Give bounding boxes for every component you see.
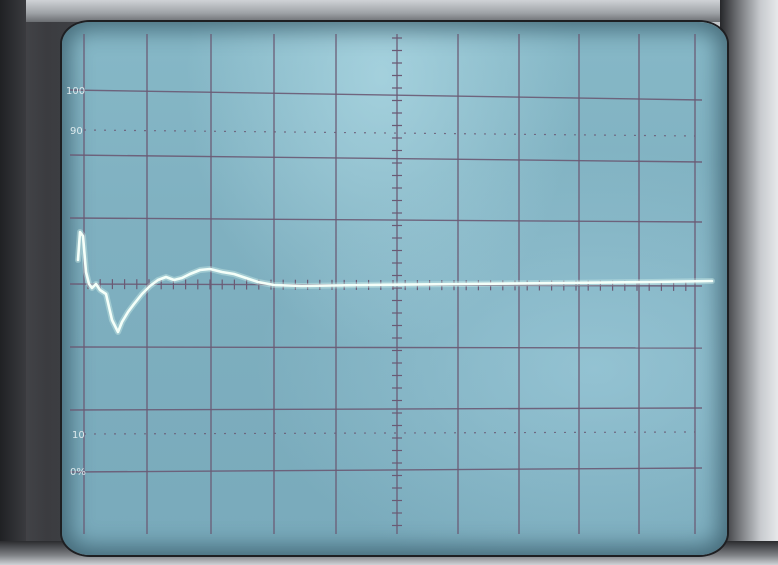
label-90: 90 [70, 126, 83, 137]
center-vertical-ticks [392, 37, 402, 527]
label-0-percent: 0% [70, 467, 86, 478]
bezel-right [720, 0, 778, 565]
label-100: 100 [66, 86, 85, 97]
crt-screen: 100 90 10 0% [62, 22, 727, 555]
signal-trace [76, 230, 714, 334]
dotted-line-90 [83, 129, 696, 137]
graticule: 100 90 10 0% [66, 34, 715, 534]
grid-line-h [69, 89, 703, 101]
horizontal-grid-lines [69, 89, 703, 473]
dotted-line-10 [83, 431, 696, 435]
label-10: 10 [72, 430, 85, 441]
bezel-left [0, 0, 26, 565]
reference-dotted-lines [83, 129, 696, 435]
grid-line-h [69, 346, 703, 349]
grid-line-h [69, 407, 703, 411]
grid-line-h [69, 217, 703, 223]
grid-line-h [69, 467, 703, 473]
bezel-top [0, 0, 778, 22]
grid-line-h [69, 154, 703, 163]
